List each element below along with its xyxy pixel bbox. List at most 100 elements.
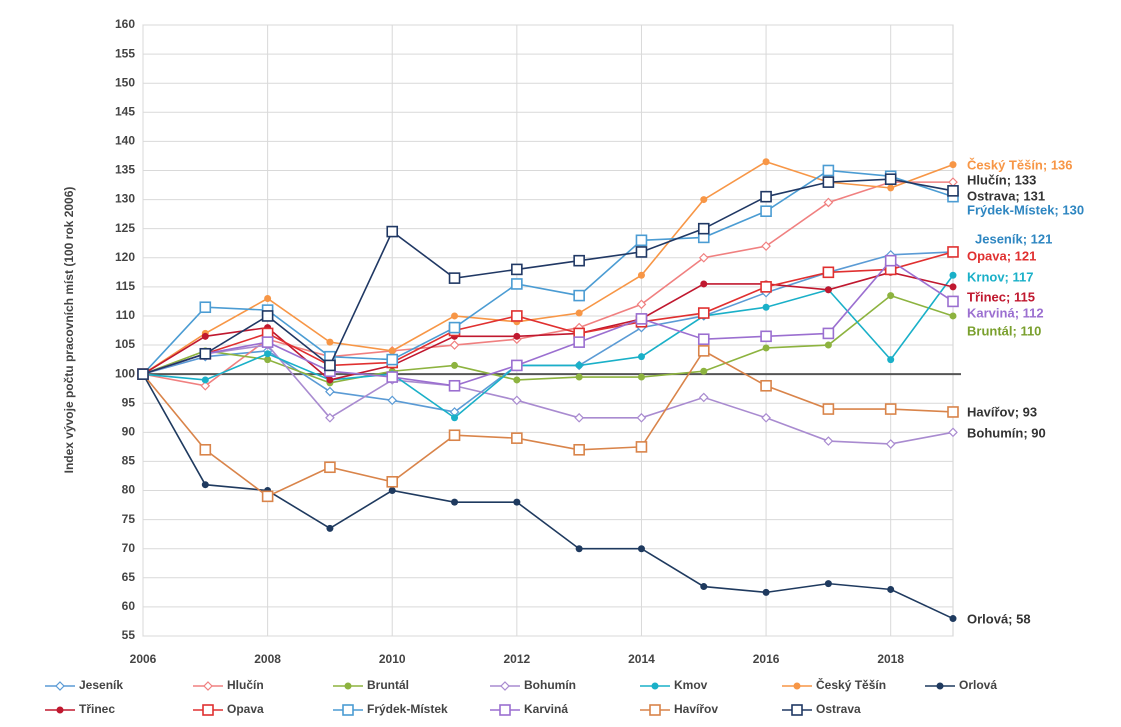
marker bbox=[760, 330, 772, 343]
marker bbox=[791, 704, 803, 716]
marker bbox=[511, 263, 523, 276]
annotation: Opava; 121 bbox=[967, 248, 1036, 263]
y-tick-label: 110 bbox=[116, 308, 136, 322]
legend-item: Karviná bbox=[490, 702, 568, 716]
legend-label: Hlučín bbox=[227, 678, 264, 692]
legend-label: Třinec bbox=[79, 702, 115, 716]
marker bbox=[949, 161, 957, 169]
y-tick-label: 100 bbox=[115, 366, 135, 380]
legend-label: Bohumín bbox=[524, 678, 576, 692]
marker bbox=[388, 487, 396, 495]
legend-item: Opava bbox=[193, 702, 264, 716]
marker bbox=[822, 327, 835, 340]
marker bbox=[451, 498, 459, 506]
legend-label: Karviná bbox=[524, 702, 568, 716]
marker bbox=[56, 706, 64, 714]
series-line bbox=[142, 294, 954, 384]
marker bbox=[325, 412, 335, 423]
marker bbox=[324, 359, 336, 372]
y-tick-label: 55 bbox=[122, 628, 136, 642]
y-tick-label: 90 bbox=[122, 425, 136, 439]
legend-item: Havířov bbox=[640, 702, 718, 716]
marker bbox=[887, 585, 895, 593]
marker bbox=[884, 173, 897, 186]
series-line bbox=[142, 259, 954, 387]
legend-label: Havířov bbox=[674, 702, 718, 716]
y-axis-label: Index vývoje počtu pracovních míst (100 … bbox=[62, 187, 76, 474]
y-tick-label: 160 bbox=[115, 17, 135, 31]
marker bbox=[947, 185, 959, 197]
legend-label: Orlová bbox=[959, 678, 997, 692]
annotation: Orlová; 58 bbox=[967, 611, 1031, 626]
y-tick-label: 150 bbox=[115, 75, 135, 89]
marker bbox=[823, 197, 834, 208]
marker bbox=[264, 294, 272, 302]
legend-item: Jeseník bbox=[45, 678, 123, 692]
marker bbox=[636, 412, 647, 423]
x-tick-label: 2008 bbox=[254, 652, 281, 666]
marker bbox=[202, 704, 214, 716]
marker bbox=[199, 347, 212, 360]
marker bbox=[200, 380, 211, 391]
marker bbox=[637, 373, 645, 381]
marker bbox=[637, 545, 645, 553]
marker bbox=[386, 225, 399, 238]
annotation: Bohumín; 90 bbox=[967, 425, 1046, 440]
marker bbox=[386, 353, 399, 366]
marker bbox=[824, 580, 832, 588]
marker bbox=[261, 336, 274, 348]
marker bbox=[511, 310, 523, 322]
marker bbox=[793, 682, 801, 690]
legend-label: Ostrava bbox=[816, 702, 861, 716]
y-tick-label: 120 bbox=[115, 250, 135, 264]
marker bbox=[762, 588, 770, 596]
marker bbox=[387, 395, 398, 406]
marker bbox=[513, 376, 521, 384]
marker bbox=[947, 295, 959, 308]
marker bbox=[822, 266, 835, 279]
y-tick-label: 105 bbox=[115, 337, 135, 351]
marker bbox=[887, 184, 895, 192]
marker bbox=[697, 222, 710, 235]
y-tick-label: 85 bbox=[122, 454, 136, 468]
marker bbox=[264, 350, 272, 358]
marker bbox=[326, 338, 334, 346]
marker bbox=[449, 340, 460, 350]
annotation: Bruntál; 110 bbox=[967, 323, 1041, 338]
marker bbox=[949, 615, 957, 623]
series-line bbox=[142, 344, 954, 445]
marker bbox=[573, 443, 585, 456]
marker bbox=[575, 545, 583, 553]
legend-label: Opava bbox=[227, 702, 264, 716]
marker bbox=[325, 386, 335, 397]
legend-item: Ostrava bbox=[782, 702, 861, 716]
marker bbox=[199, 443, 212, 456]
legend-item: Kmov bbox=[640, 678, 708, 692]
series-line bbox=[142, 349, 954, 498]
marker bbox=[575, 373, 583, 381]
marker bbox=[698, 252, 709, 263]
y-tick-label: 95 bbox=[122, 395, 136, 409]
annotation: Havířov; 93 bbox=[967, 404, 1037, 419]
y-tick-label: 70 bbox=[122, 541, 136, 555]
marker bbox=[451, 312, 459, 320]
marker bbox=[936, 682, 944, 690]
marker bbox=[342, 704, 354, 716]
marker bbox=[760, 379, 772, 392]
y-tick-label: 135 bbox=[115, 163, 135, 177]
marker bbox=[637, 271, 645, 279]
annotation: Frýdek-Místek; 130 bbox=[967, 202, 1084, 217]
marker bbox=[511, 359, 523, 372]
legend-label: Český Těšín bbox=[816, 677, 886, 692]
y-tick-label: 115 bbox=[116, 279, 136, 293]
marker bbox=[947, 246, 959, 258]
marker bbox=[651, 682, 659, 690]
legend-label: Frýdek-Místek bbox=[367, 702, 448, 716]
marker bbox=[573, 336, 585, 348]
marker bbox=[448, 429, 461, 442]
marker bbox=[949, 283, 957, 291]
marker bbox=[700, 367, 708, 375]
marker bbox=[635, 441, 648, 453]
marker bbox=[824, 341, 832, 349]
